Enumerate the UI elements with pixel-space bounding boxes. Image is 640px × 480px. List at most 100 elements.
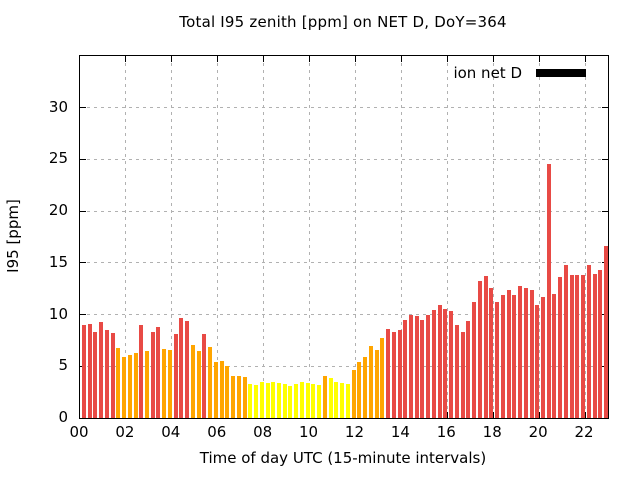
x-gridline [492, 56, 494, 418]
bar [575, 275, 580, 418]
bar [277, 382, 281, 418]
x-tick-label: 04 [161, 423, 181, 441]
bar [271, 381, 276, 418]
x-gridline [263, 56, 265, 418]
y-axis-label: I95 [ppm] [4, 199, 22, 273]
x-tick-top [354, 56, 356, 62]
bar [431, 310, 436, 418]
x-tick-label: 10 [299, 423, 319, 441]
x-tick-top [584, 56, 586, 62]
bar [483, 276, 488, 418]
bar [328, 377, 333, 418]
y-tick-label: 30 [48, 97, 68, 116]
chart-title: Total I95 zenith [ppm] on NET D, DoY=364 [179, 13, 507, 31]
bar [93, 332, 98, 418]
bar [116, 347, 121, 418]
x-tick-top [263, 56, 265, 62]
x-tick-label: 20 [528, 423, 548, 441]
y-tick-left [80, 210, 86, 212]
x-gridline [171, 56, 173, 418]
y-gridline [80, 262, 608, 264]
bar [231, 375, 236, 418]
bar [190, 344, 195, 418]
bar [489, 287, 494, 418]
bar [317, 384, 322, 418]
x-tick-top [309, 56, 311, 62]
bar [495, 302, 500, 418]
bar [282, 383, 287, 418]
bar [592, 274, 597, 418]
bar [518, 285, 523, 418]
x-gridline [446, 56, 448, 418]
bar [299, 381, 304, 418]
x-gridline [125, 56, 127, 418]
bar [127, 354, 132, 418]
bar [466, 320, 471, 418]
y-tick-left [80, 107, 86, 109]
bar [248, 383, 253, 418]
bar [179, 317, 184, 418]
bar [196, 350, 201, 418]
bar [334, 381, 339, 418]
bar [604, 246, 609, 418]
bar [477, 281, 482, 418]
bar [368, 345, 373, 418]
y-tick-label: 20 [48, 201, 68, 220]
x-tick-top [446, 56, 448, 62]
bar [139, 324, 144, 418]
bar [213, 362, 218, 418]
bar [81, 324, 86, 418]
y-tick-left [80, 417, 86, 419]
bar [173, 334, 178, 418]
bar [454, 324, 459, 418]
bar [259, 381, 264, 418]
y-gridline [80, 314, 608, 316]
bar [87, 323, 92, 418]
bar [345, 383, 350, 418]
bar [409, 314, 413, 418]
bar [225, 366, 230, 418]
bar [443, 309, 448, 418]
bar [535, 305, 540, 418]
bar [104, 330, 109, 418]
bar [586, 264, 591, 418]
y-tick-right [602, 210, 608, 212]
x-tick-label: 22 [574, 423, 594, 441]
bar [357, 362, 362, 418]
bar [414, 315, 419, 418]
bar [512, 294, 517, 418]
bar [110, 333, 115, 418]
y-tick-label: 15 [48, 252, 68, 271]
bar [541, 297, 545, 418]
y-tick-label: 10 [48, 304, 68, 323]
bar [552, 293, 557, 418]
x-gridline [309, 56, 311, 418]
bar [219, 361, 224, 418]
x-tick-label: 18 [482, 423, 502, 441]
bar [242, 376, 247, 418]
bar [162, 348, 167, 418]
x-tick-label: 06 [207, 423, 227, 441]
bar [558, 277, 563, 418]
x-tick-label: 08 [253, 423, 273, 441]
y-tick-left [80, 262, 86, 264]
bar [145, 350, 149, 418]
x-tick-top [492, 56, 494, 62]
y-gridline [80, 158, 608, 160]
bar [426, 314, 431, 418]
y-gridline [80, 210, 608, 212]
x-gridline [538, 56, 540, 418]
bar [351, 370, 356, 418]
bar [288, 385, 293, 418]
legend-label: ion net D [453, 64, 522, 82]
x-tick-top [125, 56, 127, 62]
x-tick-label: 12 [344, 423, 365, 441]
bar [506, 289, 511, 418]
bar [208, 346, 213, 418]
bar [563, 264, 568, 418]
bar [202, 334, 207, 418]
bar [167, 349, 172, 418]
bar [236, 375, 241, 418]
bar [363, 356, 368, 418]
legend-swatch-icon [536, 69, 586, 77]
